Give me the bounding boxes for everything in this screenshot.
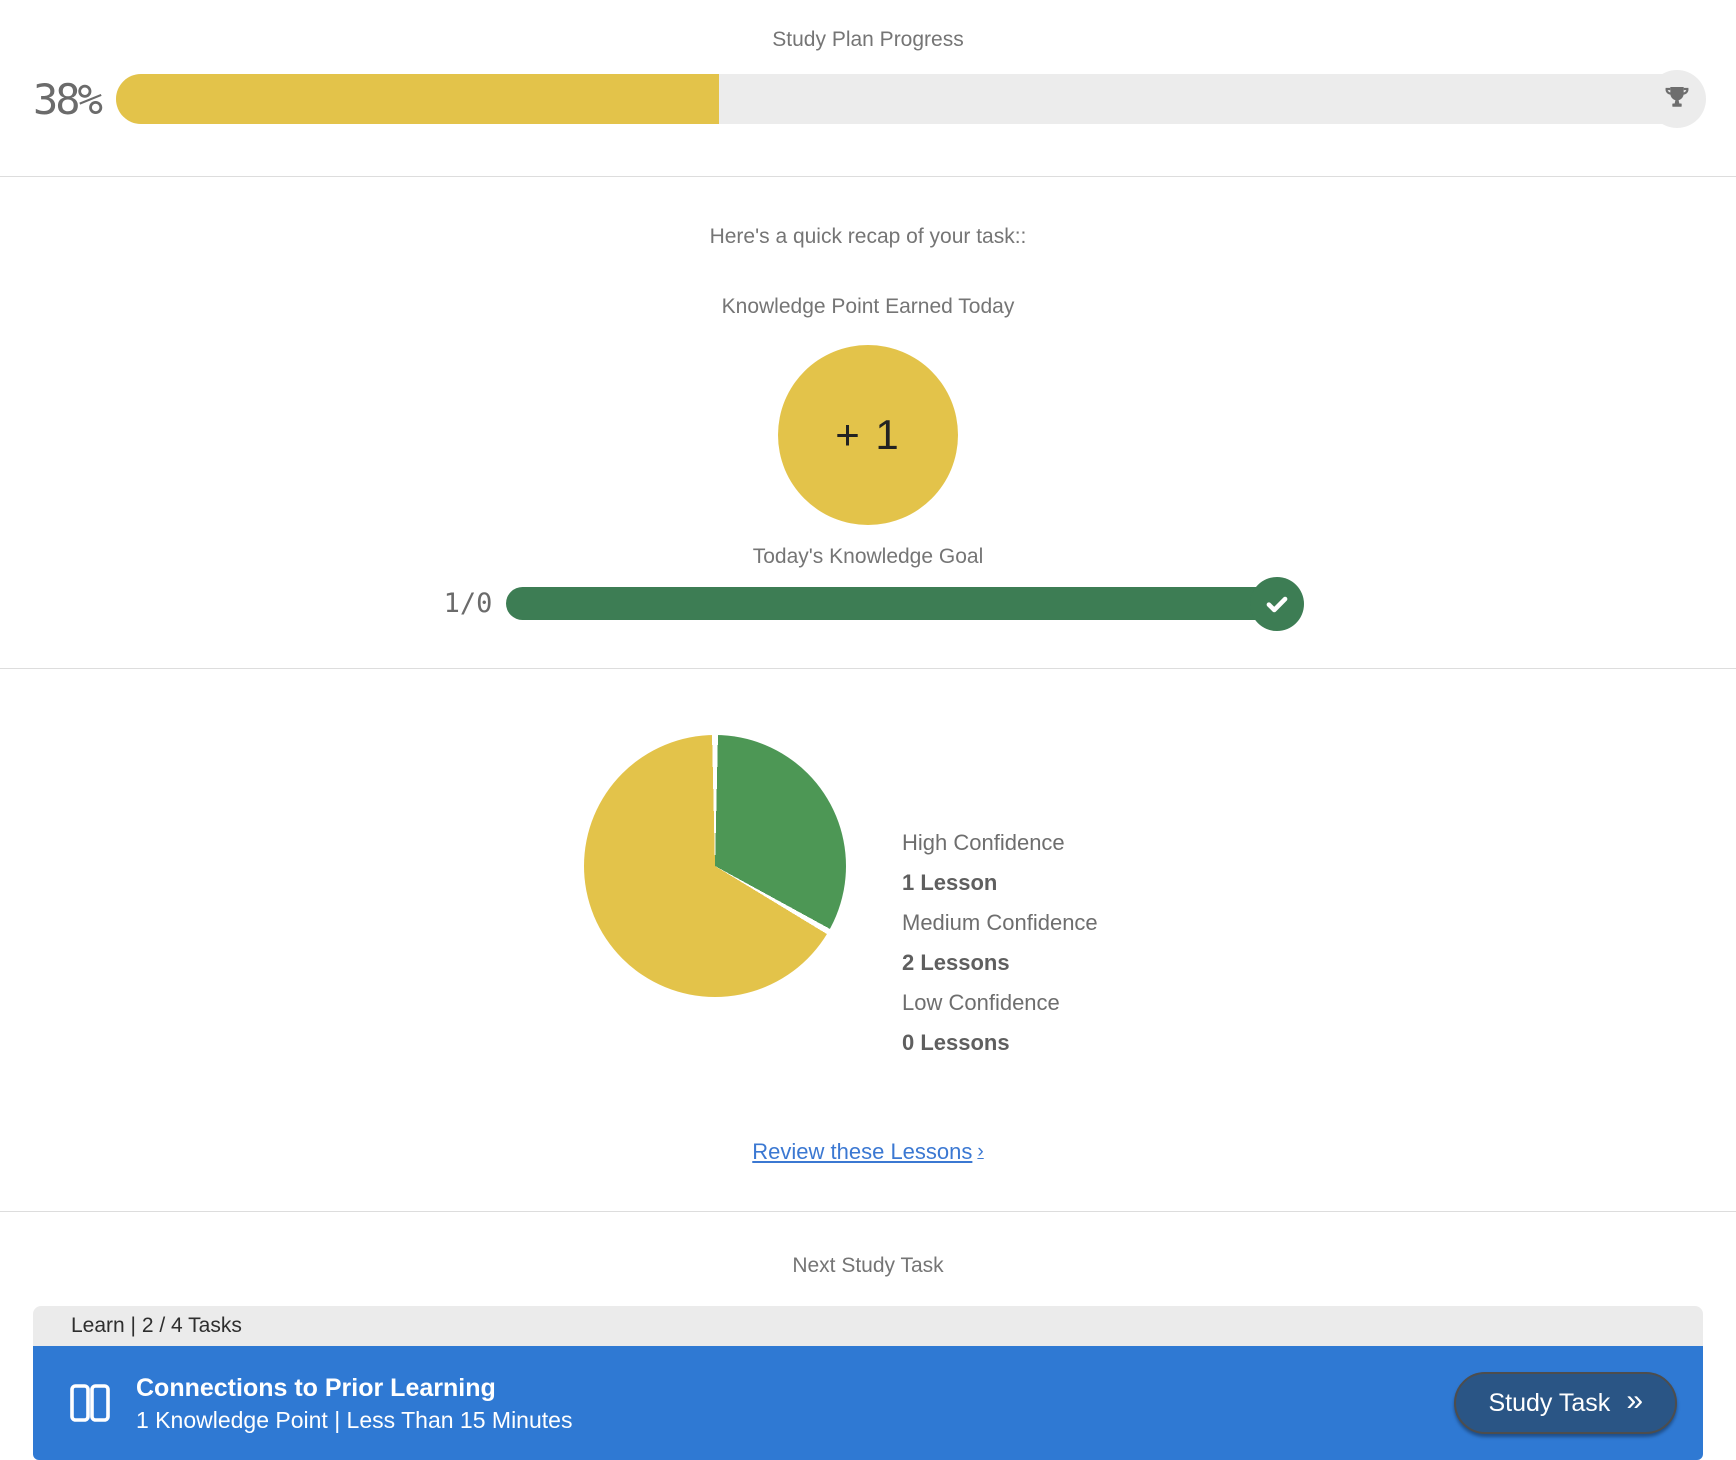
legend-value-medium: 2 Lessons — [902, 950, 1010, 975]
study-plan-progress-row: 38% — [33, 70, 1706, 128]
confidence-pie — [584, 735, 846, 997]
double-chevron-right-icon: » — [1626, 1384, 1643, 1417]
checkmark-icon — [1267, 596, 1288, 612]
study-task-button[interactable]: Study Task » — [1454, 1372, 1677, 1434]
legend-label-medium: Medium Confidence — [902, 910, 1098, 935]
trophy-icon — [1665, 87, 1689, 107]
confidence-pie-row: High Confidence 1 Lesson Medium Confiden… — [0, 735, 1736, 1063]
divider — [0, 668, 1736, 669]
task-meta-label: Learn | 2 / 4 Tasks — [71, 1314, 242, 1337]
knowledge-point-badge: + 1 — [778, 345, 958, 525]
task-text: Connections to Prior Learning 1 Knowledg… — [136, 1373, 1432, 1434]
legend-value-high: 1 Lesson — [902, 870, 998, 895]
legend-value-low: 0 Lessons — [902, 1030, 1010, 1055]
legend-label-low: Low Confidence — [902, 990, 1060, 1015]
study-progress-track — [115, 70, 1706, 128]
study-task-button-label: Study Task — [1488, 1388, 1611, 1417]
trophy-badge — [1648, 70, 1706, 128]
goal-progress-fill — [506, 587, 1293, 620]
goal-progress-track — [506, 576, 1305, 631]
study-plan-progress-section: Study Plan Progress 38% — [0, 0, 1736, 128]
recap-section: Here's a quick recap of your task:: Know… — [0, 223, 1736, 631]
knowledge-goal-title: Today's Knowledge Goal — [752, 545, 984, 568]
review-lessons-link[interactable]: Review these Lessons › — [752, 1139, 983, 1165]
goal-complete-badge — [1250, 576, 1305, 631]
goal-ratio-label: 1/0 — [443, 588, 493, 619]
study-progress-fill — [115, 74, 719, 124]
knowledge-point-value: + 1 — [835, 411, 901, 458]
progress-percent-label: 38% — [33, 74, 103, 124]
confidence-section: High Confidence 1 Lesson Medium Confiden… — [0, 735, 1736, 1165]
divider — [0, 1211, 1736, 1212]
task-bar: Connections to Prior Learning 1 Knowledg… — [33, 1346, 1703, 1460]
confidence-legend: High Confidence 1 Lesson Medium Confiden… — [902, 823, 1152, 1063]
review-link-row: Review these Lessons › — [0, 1139, 1736, 1165]
knowledge-point-title: Knowledge Point Earned Today — [721, 295, 1015, 318]
next-task-heading: Next Study Task — [792, 1254, 944, 1277]
task-meta-bar: Learn | 2 / 4 Tasks — [33, 1306, 1703, 1346]
recap-heading: Here's a quick recap of your task:: — [709, 225, 1027, 248]
open-book-icon — [70, 1384, 110, 1422]
legend-label-high: High Confidence — [902, 830, 1065, 855]
study-plan-progress-title: Study Plan Progress — [772, 28, 964, 51]
task-subtitle: 1 Knowledge Point | Less Than 15 Minutes — [136, 1406, 573, 1433]
next-task-section: Next Study Task Learn | 2 / 4 Tasks Conn… — [0, 1252, 1736, 1460]
chevron-right-icon: › — [977, 1141, 984, 1162]
divider — [0, 176, 1736, 177]
review-lessons-label: Review these Lessons — [752, 1139, 973, 1164]
task-title: Connections to Prior Learning — [136, 1373, 496, 1402]
knowledge-goal-row: 1/0 — [0, 576, 1736, 631]
